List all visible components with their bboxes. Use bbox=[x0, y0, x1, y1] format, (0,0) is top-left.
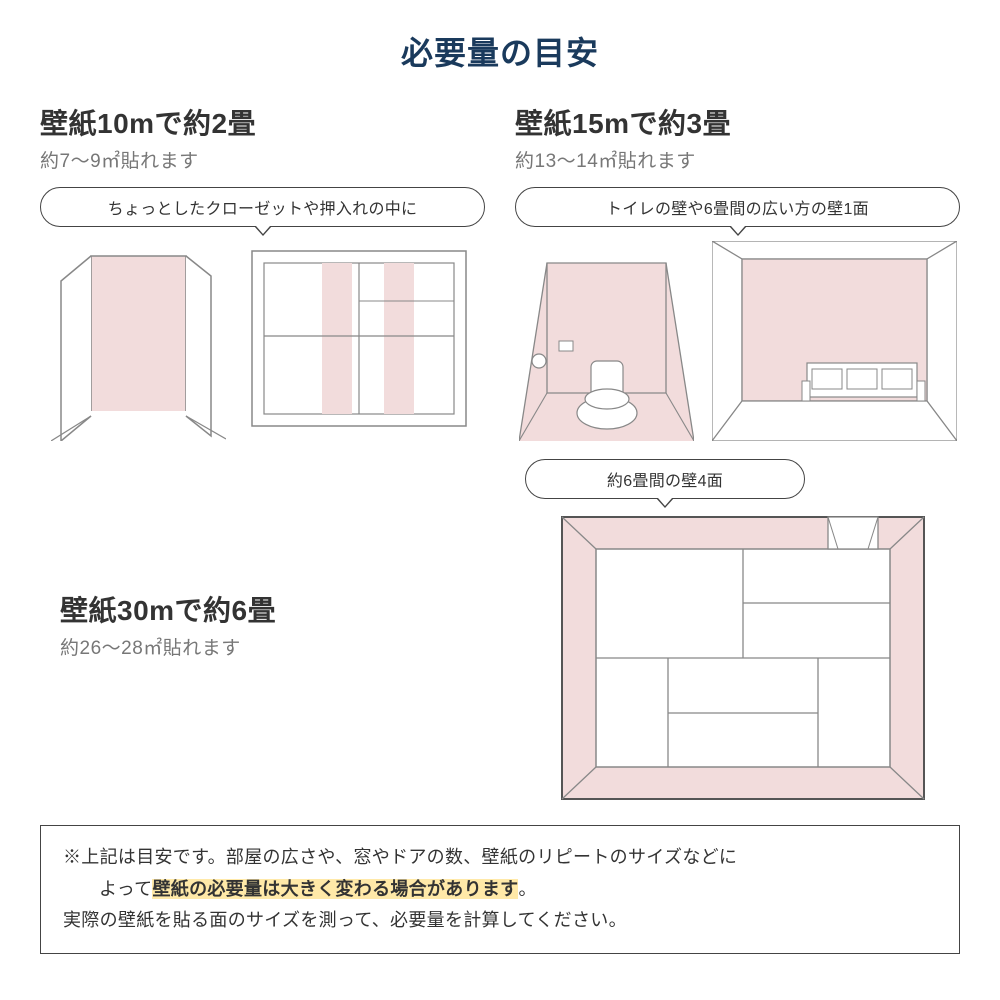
illus-15m bbox=[515, 241, 960, 441]
note-highlight: 壁紙の必要量は大きく変わる場合があります bbox=[152, 879, 518, 899]
closet-sliding-icon bbox=[244, 241, 474, 441]
sub-15m: 約13～14㎡貼れます bbox=[515, 146, 960, 173]
heading-15m: 壁紙15mで約3畳 bbox=[515, 102, 960, 142]
section-15m: 壁紙15mで約3畳 約13～14㎡貼れます トイレの壁や6畳間の広い方の壁1面 bbox=[515, 102, 960, 441]
note-box: ※上記は目安です。部屋の広さや、窓やドアの数、壁紙のリピートのサイズなどに よっ… bbox=[40, 825, 960, 954]
bubble-30m: 約6畳間の壁4面 bbox=[525, 459, 805, 499]
note-line2: よって壁紙の必要量は大きく変わる場合があります。 bbox=[63, 874, 937, 906]
toilet-room-icon bbox=[519, 241, 694, 441]
section-10m: 壁紙10mで約2畳 約7～9㎡貼れます ちょっとしたクローゼットや押入れの中に bbox=[40, 102, 485, 441]
section-30m: 壁紙30mで約6畳 約26～28㎡貼れます 約6畳間の壁4面 bbox=[40, 459, 960, 803]
heading-10m: 壁紙10mで約2畳 bbox=[40, 102, 485, 142]
bubble-15m-wrap: トイレの壁や6畳間の広い方の壁1面 bbox=[515, 187, 960, 227]
bubble-30m-wrap: 約6畳間の壁4面 bbox=[525, 459, 805, 499]
bubble-tail-icon bbox=[254, 226, 272, 236]
bubble-15m: トイレの壁や6畳間の広い方の壁1面 bbox=[515, 187, 960, 227]
note-line3: 実際の壁紙を貼る面のサイズを測って、必要量を計算してください。 bbox=[63, 905, 937, 937]
living-wall-icon bbox=[712, 241, 957, 441]
note-line1: ※上記は目安です。部屋の広さや、窓やドアの数、壁紙のリピートのサイズなどに bbox=[63, 842, 937, 874]
bubble-10m: ちょっとしたクローゼットや押入れの中に bbox=[40, 187, 485, 227]
closet-open-icon bbox=[51, 241, 226, 441]
section-30m-illus: 約6畳間の壁4面 bbox=[525, 459, 960, 803]
top-row: 壁紙10mで約2畳 約7～9㎡貼れます ちょっとしたクローゼットや押入れの中に bbox=[40, 102, 960, 441]
note-line2-pre: よって bbox=[99, 879, 152, 899]
bubble-tail-icon bbox=[656, 498, 674, 508]
room-topview-icon bbox=[558, 513, 928, 803]
note-line2-post: 。 bbox=[518, 879, 536, 899]
section-30m-text: 壁紙30mで約6畳 約26～28㎡貼れます bbox=[40, 589, 495, 674]
page-title: 必要量の目安 bbox=[40, 28, 960, 74]
sub-30m: 約26～28㎡貼れます bbox=[60, 633, 495, 660]
heading-30m: 壁紙30mで約6畳 bbox=[60, 589, 495, 629]
illus-10m bbox=[40, 241, 485, 441]
bubble-10m-wrap: ちょっとしたクローゼットや押入れの中に bbox=[40, 187, 485, 227]
bubble-tail-icon bbox=[729, 226, 747, 236]
sub-10m: 約7～9㎡貼れます bbox=[40, 146, 485, 173]
